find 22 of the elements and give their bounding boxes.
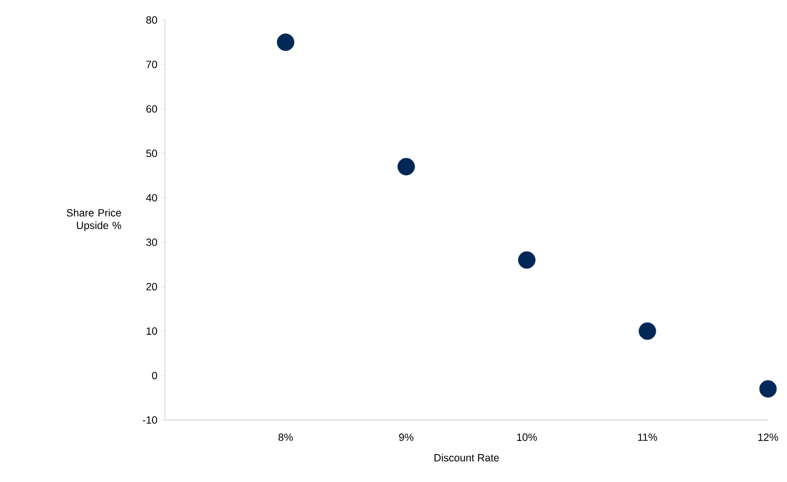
point xyxy=(759,380,777,398)
point xyxy=(398,158,415,176)
y-tick-label: 0 xyxy=(152,372,158,380)
point xyxy=(276,34,294,51)
y-tick-label: 30 xyxy=(146,238,158,246)
x-tick-label: 10% xyxy=(517,434,537,441)
y-tick-label: 80 xyxy=(146,16,158,24)
y-tick-label: 20 xyxy=(146,282,158,290)
x-tick-label: 9% xyxy=(399,434,414,441)
point xyxy=(518,251,536,269)
y-tick-label: 40 xyxy=(146,194,158,202)
x-tick-label: 11% xyxy=(638,434,658,441)
y-tick-label: 60 xyxy=(146,105,158,113)
point xyxy=(638,322,656,340)
y-tick-label: 50 xyxy=(146,150,158,158)
y-axis-title: Share Price Upside % xyxy=(66,208,122,232)
x-tick-label: 8% xyxy=(278,434,293,441)
y-tick-label: 10 xyxy=(146,327,158,335)
x-tick-label: 12% xyxy=(758,434,778,441)
y-tick-label: 70 xyxy=(146,60,158,68)
x-axis-title: Discount Rate xyxy=(434,454,499,462)
y-tick-label: -10 xyxy=(142,416,158,424)
